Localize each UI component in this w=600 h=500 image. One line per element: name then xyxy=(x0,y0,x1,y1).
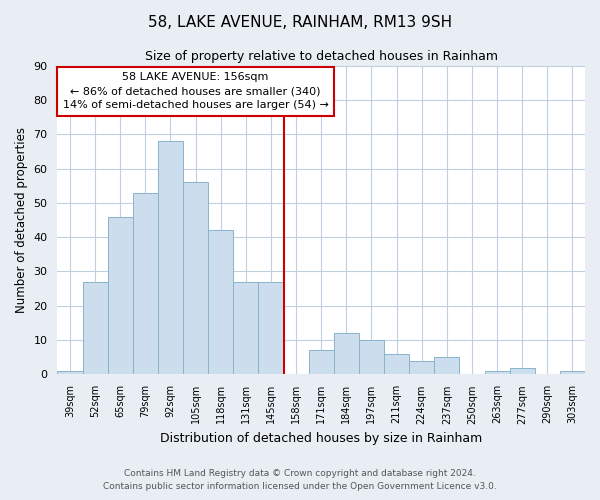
Bar xyxy=(359,340,384,374)
Text: 58 LAKE AVENUE: 156sqm
← 86% of detached houses are smaller (340)
14% of semi-de: 58 LAKE AVENUE: 156sqm ← 86% of detached… xyxy=(62,72,329,110)
Bar xyxy=(509,368,535,374)
Bar xyxy=(133,192,158,374)
Bar xyxy=(107,216,133,374)
Bar xyxy=(560,371,585,374)
Bar xyxy=(485,371,509,374)
X-axis label: Distribution of detached houses by size in Rainham: Distribution of detached houses by size … xyxy=(160,432,482,445)
Title: Size of property relative to detached houses in Rainham: Size of property relative to detached ho… xyxy=(145,50,498,63)
Y-axis label: Number of detached properties: Number of detached properties xyxy=(15,127,28,313)
Bar xyxy=(308,350,334,374)
Bar xyxy=(334,334,359,374)
Text: Contains HM Land Registry data © Crown copyright and database right 2024.
Contai: Contains HM Land Registry data © Crown c… xyxy=(103,470,497,491)
Bar xyxy=(259,282,284,374)
Bar xyxy=(183,182,208,374)
Bar xyxy=(384,354,409,374)
Bar xyxy=(434,358,460,374)
Bar xyxy=(83,282,107,374)
Bar xyxy=(58,371,83,374)
Bar xyxy=(409,360,434,374)
Bar xyxy=(233,282,259,374)
Bar xyxy=(208,230,233,374)
Bar xyxy=(158,141,183,374)
Text: 58, LAKE AVENUE, RAINHAM, RM13 9SH: 58, LAKE AVENUE, RAINHAM, RM13 9SH xyxy=(148,15,452,30)
